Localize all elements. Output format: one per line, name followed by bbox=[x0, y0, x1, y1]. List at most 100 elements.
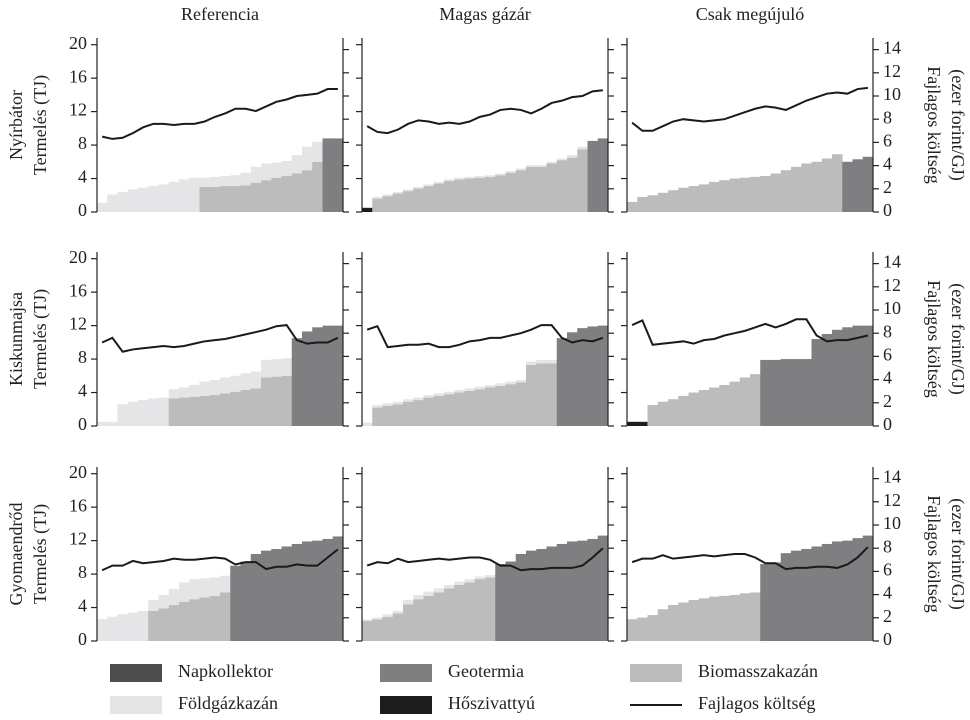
bar bbox=[485, 387, 496, 426]
bar bbox=[240, 172, 252, 186]
column-title: Referencia bbox=[181, 4, 259, 24]
bar bbox=[627, 421, 638, 426]
bar bbox=[127, 612, 139, 641]
bar bbox=[780, 553, 792, 641]
bar bbox=[760, 176, 771, 212]
y-tick-label: 16 bbox=[69, 280, 87, 300]
y2-tick-label: 14 bbox=[883, 38, 901, 58]
bar bbox=[189, 177, 200, 212]
y2-tick-label: 0 bbox=[883, 629, 892, 649]
y2-tick-label: 12 bbox=[883, 490, 901, 510]
bar bbox=[657, 609, 669, 641]
bar bbox=[760, 564, 771, 641]
bar bbox=[281, 358, 293, 376]
y-tick-label: 20 bbox=[69, 247, 87, 267]
bar bbox=[862, 156, 874, 212]
bar bbox=[423, 186, 435, 212]
bar bbox=[474, 579, 486, 641]
y-tick-label: 12 bbox=[69, 529, 87, 549]
y-tick-label: 4 bbox=[78, 596, 87, 616]
y-tick-label: 0 bbox=[78, 629, 87, 649]
bar bbox=[291, 155, 303, 174]
bar bbox=[832, 154, 843, 212]
bar bbox=[199, 177, 211, 187]
bar bbox=[556, 158, 568, 161]
bar bbox=[271, 359, 282, 377]
bar bbox=[392, 610, 404, 614]
bar bbox=[770, 562, 782, 641]
bar bbox=[698, 184, 710, 212]
bar bbox=[271, 177, 282, 212]
bar bbox=[291, 173, 303, 212]
bar bbox=[189, 385, 200, 397]
bar bbox=[678, 395, 689, 426]
y2-tick-label: 4 bbox=[883, 368, 892, 388]
bar bbox=[261, 550, 272, 641]
bar bbox=[261, 180, 272, 212]
bar bbox=[505, 384, 517, 426]
bar bbox=[209, 577, 221, 596]
bar bbox=[423, 395, 435, 398]
bar bbox=[250, 166, 262, 183]
bar bbox=[148, 610, 159, 641]
y2-tick-label: 6 bbox=[883, 560, 892, 580]
bar bbox=[454, 177, 465, 180]
bar bbox=[168, 398, 180, 426]
bar bbox=[189, 579, 200, 600]
y2-tick-label: 8 bbox=[883, 536, 892, 556]
bar bbox=[220, 186, 231, 212]
bar bbox=[209, 176, 221, 187]
bar bbox=[495, 173, 506, 176]
legend-swatch bbox=[110, 664, 162, 682]
bar bbox=[158, 184, 170, 212]
bar bbox=[372, 617, 383, 620]
bar bbox=[97, 619, 108, 641]
bar bbox=[729, 594, 741, 641]
bar bbox=[271, 548, 282, 641]
bar bbox=[281, 176, 293, 212]
bar bbox=[495, 385, 506, 426]
bar bbox=[526, 165, 537, 167]
cost-line bbox=[101, 88, 338, 140]
y2-axis-label: (ezer forint/GJ) bbox=[947, 69, 968, 180]
bar bbox=[107, 421, 118, 426]
bar bbox=[189, 599, 200, 641]
bar bbox=[729, 381, 741, 426]
cost-line bbox=[631, 546, 869, 571]
bar bbox=[179, 582, 190, 602]
bar bbox=[678, 187, 689, 212]
bar bbox=[302, 541, 313, 641]
legend-label: Hőszivattyú bbox=[448, 693, 535, 713]
bar bbox=[250, 371, 262, 389]
bar bbox=[382, 405, 394, 426]
bar bbox=[392, 193, 404, 212]
y-tick-label: 12 bbox=[69, 314, 87, 334]
y-tick-label: 8 bbox=[78, 562, 87, 582]
bar bbox=[199, 597, 211, 641]
y-tick-label: 0 bbox=[78, 414, 87, 434]
bar bbox=[230, 375, 241, 392]
legend-swatch bbox=[110, 696, 162, 714]
bar bbox=[821, 543, 833, 641]
bar bbox=[811, 546, 823, 641]
bar bbox=[220, 592, 231, 641]
bar bbox=[567, 332, 578, 426]
bar bbox=[332, 325, 344, 426]
bar bbox=[627, 619, 638, 641]
bar bbox=[668, 605, 679, 641]
bar bbox=[230, 565, 241, 641]
y2-tick-label: 10 bbox=[883, 513, 901, 533]
bar bbox=[464, 579, 476, 583]
bar bbox=[791, 359, 802, 426]
bar bbox=[250, 182, 262, 212]
bar bbox=[567, 157, 578, 212]
bar bbox=[261, 377, 272, 426]
bar bbox=[433, 393, 445, 396]
bar bbox=[302, 331, 313, 426]
cost-line bbox=[366, 547, 604, 572]
cost-line bbox=[101, 324, 339, 353]
bar bbox=[801, 548, 812, 641]
y-tick-label: 20 bbox=[69, 33, 87, 53]
y2-tick-label: 2 bbox=[883, 606, 892, 626]
bar bbox=[199, 578, 211, 598]
